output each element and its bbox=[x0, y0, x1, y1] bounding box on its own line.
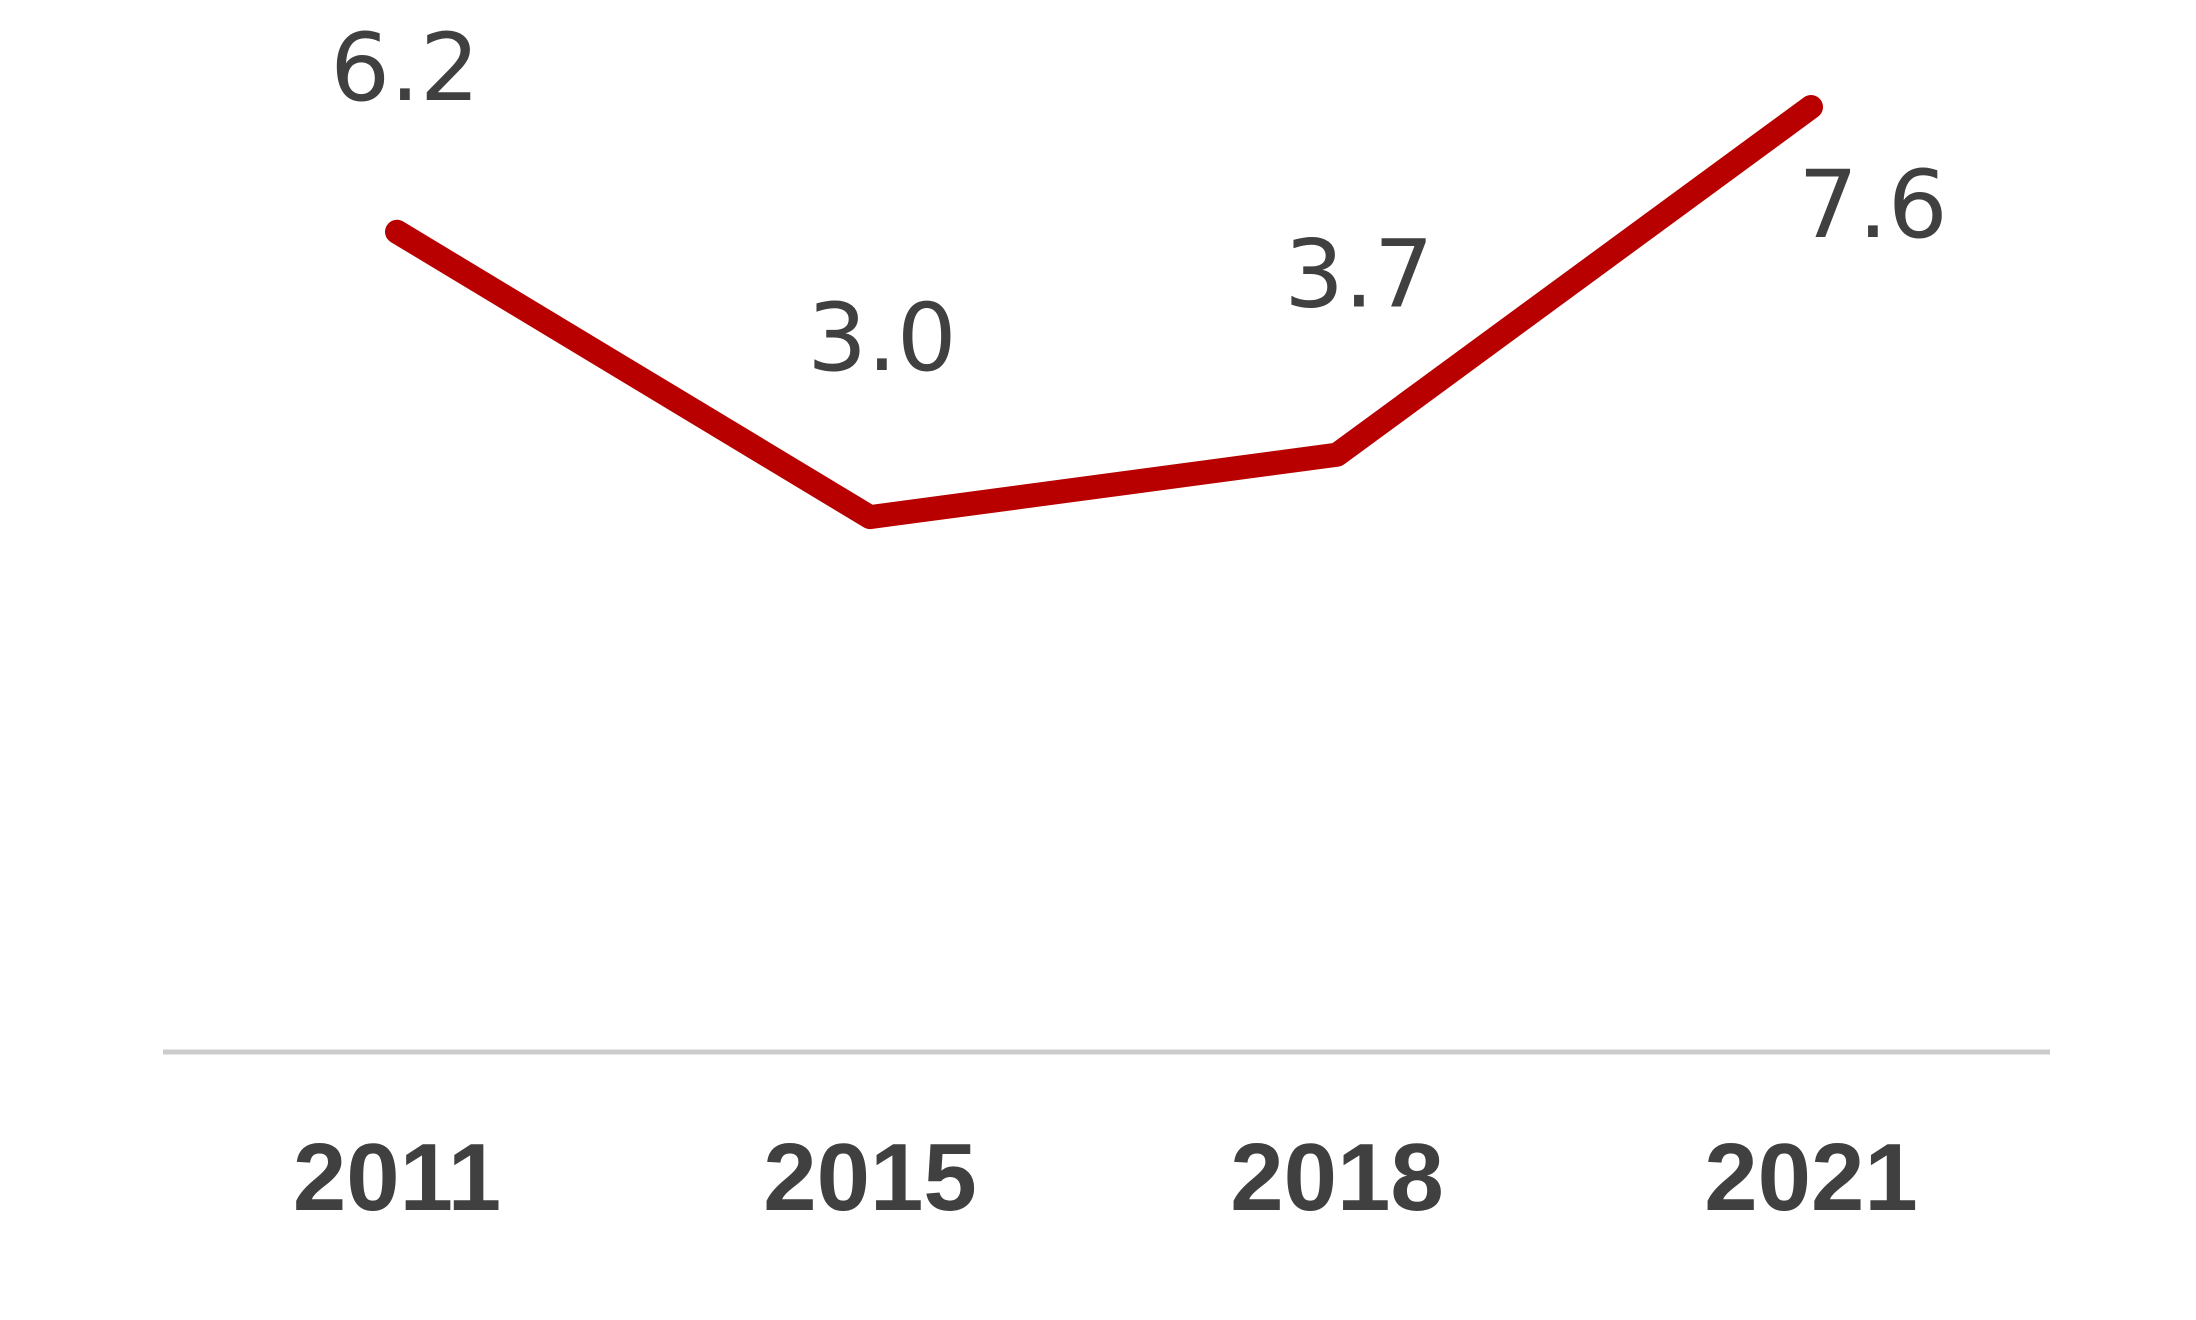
data-label-2018: 3.7 bbox=[1284, 221, 1434, 330]
x-tick-label-2011: 2011 bbox=[293, 1124, 501, 1231]
series-group bbox=[385, 95, 1823, 530]
x-tick-label-2021: 2021 bbox=[1704, 1124, 1918, 1231]
series-line bbox=[385, 95, 1823, 530]
x-tick-labels: 2011 2015 2018 2021 bbox=[293, 1124, 1918, 1231]
data-label-2011: 6.2 bbox=[330, 14, 480, 123]
x-tick-label-2015: 2015 bbox=[763, 1124, 977, 1231]
data-labels: 6.2 3.0 3.7 7.6 bbox=[330, 14, 1948, 393]
data-label-2015: 3.0 bbox=[807, 284, 957, 393]
x-tick-label-2018: 2018 bbox=[1230, 1124, 1444, 1231]
data-label-2021: 7.6 bbox=[1798, 151, 1948, 260]
